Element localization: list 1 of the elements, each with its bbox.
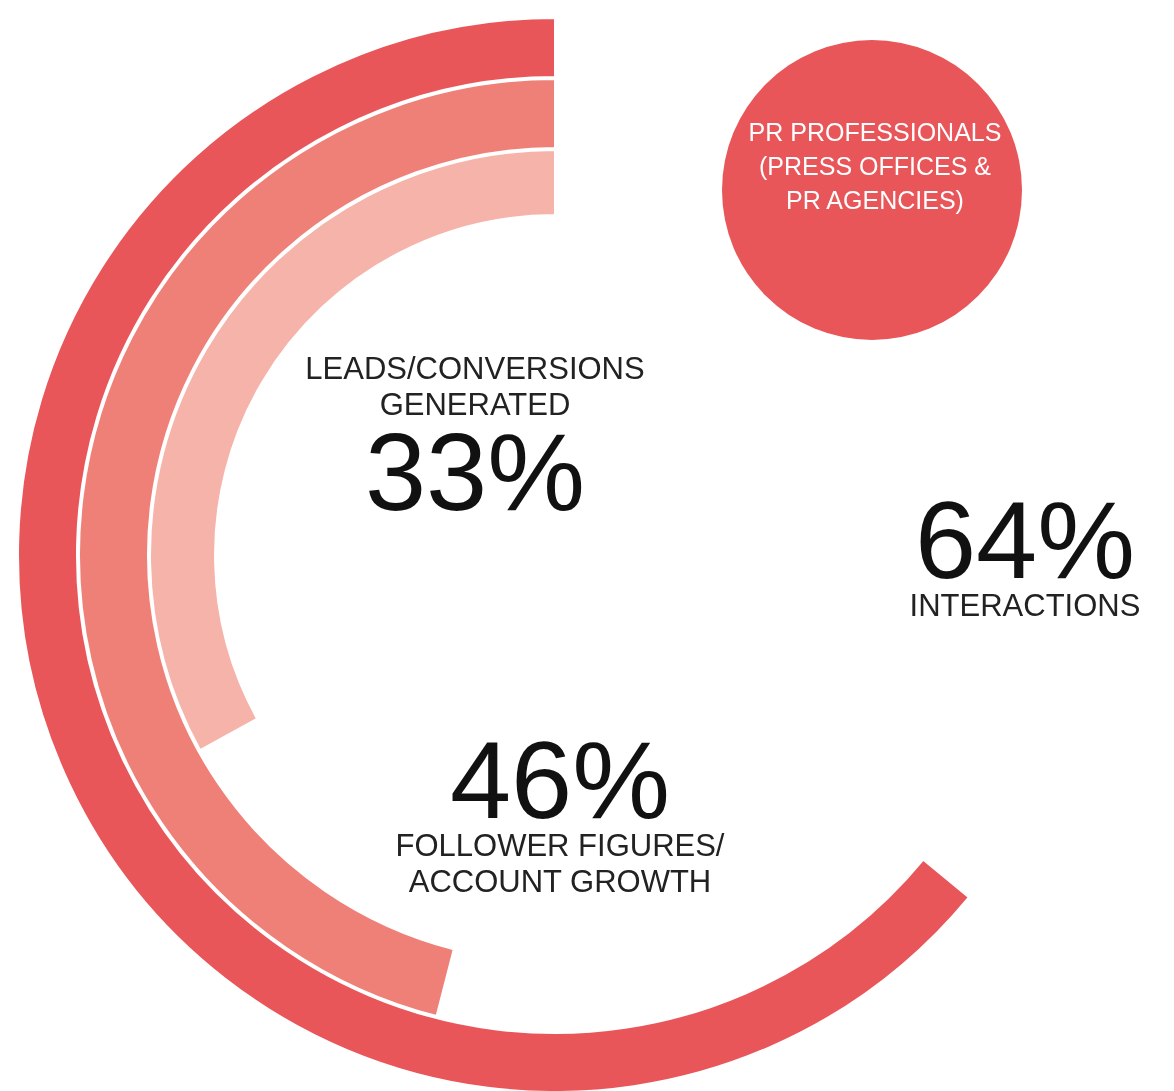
text: PR PROFESSIONALS (PRESS OFFICES & PR AGENCIES): [748, 118, 1002, 214]
